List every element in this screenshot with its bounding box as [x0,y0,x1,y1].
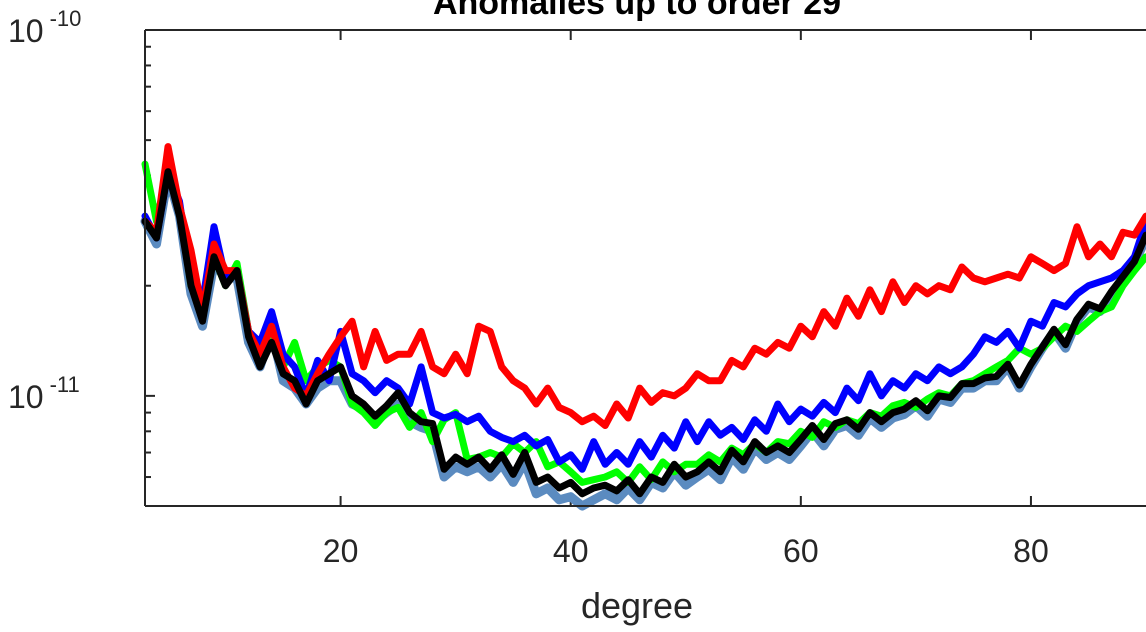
x-axis-label: degree [581,585,693,626]
axes: 20 40 60 80 10-10 10-11 [8,6,1049,569]
x-tick-label: 20 [323,533,359,569]
series-lines [140,143,1146,511]
y-tick-label: 10 -10 [8,6,81,49]
plot-frame [144,29,1146,507]
chart-title: Anomalies up to order 29 [433,0,841,22]
x-tick-label: 80 [1013,533,1049,569]
series-line-3 [141,168,1146,473]
x-tick-label: 40 [553,533,589,569]
series-line-2 [141,160,1146,486]
y-tick-label: 10 -11 [8,372,80,415]
x-tick-label: 60 [783,533,819,569]
series-line-5 [141,168,1146,498]
